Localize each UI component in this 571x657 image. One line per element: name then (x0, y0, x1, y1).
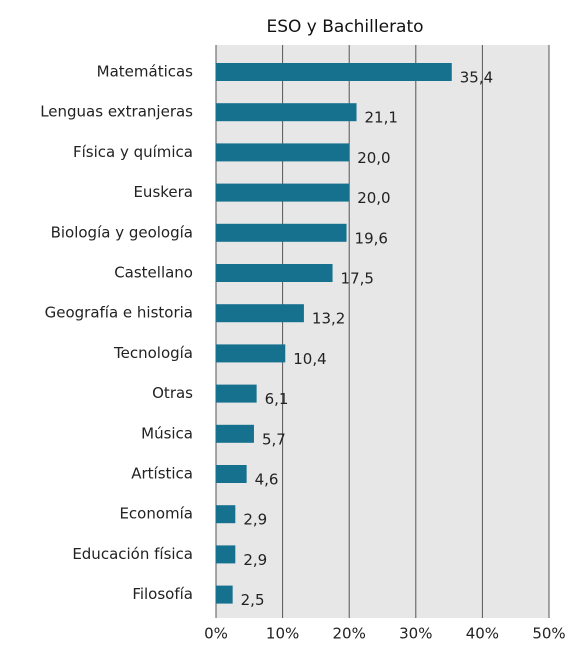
bar (216, 505, 236, 524)
x-tick-label: 40% (466, 625, 499, 643)
y-tick-label: Educación física (72, 545, 193, 563)
bar (216, 304, 304, 323)
bar (216, 183, 350, 202)
bar (216, 585, 233, 604)
bar (216, 264, 333, 282)
bar (216, 223, 347, 242)
value-label: 2,9 (243, 511, 267, 529)
y-tick-label: Tecnología (113, 344, 193, 362)
y-tick-label: Biología y geología (51, 223, 193, 241)
x-tick-label: 20% (333, 625, 366, 643)
value-label: 4,6 (255, 471, 279, 489)
bar (216, 545, 236, 564)
value-label: 6,1 (265, 390, 289, 408)
value-label: 20,0 (357, 189, 390, 207)
y-tick-label: Matemáticas (97, 63, 194, 81)
bar (216, 103, 357, 122)
y-tick-label: Euskera (133, 183, 193, 201)
value-label: 2,9 (243, 551, 267, 569)
x-tick-label: 30% (399, 625, 432, 643)
y-tick-label: Lenguas extranjeras (40, 103, 193, 121)
y-tick-label: Geografía e historia (45, 304, 193, 322)
x-tick-label: 0% (204, 625, 228, 643)
x-tick-label: 10% (266, 625, 299, 643)
bar (216, 424, 254, 443)
x-tick-label: 50% (532, 625, 565, 643)
bar (216, 465, 247, 483)
chart-title: ESO y Bachillerato (266, 17, 423, 37)
value-label: 5,7 (262, 430, 286, 448)
y-tick-label: Música (141, 424, 193, 442)
value-label: 19,6 (355, 229, 388, 247)
value-label: 17,5 (341, 270, 374, 288)
y-tick-label: Otras (152, 384, 193, 402)
value-label: 2,5 (241, 591, 265, 609)
value-label: 13,2 (312, 310, 345, 328)
value-label: 35,4 (460, 69, 493, 87)
y-tick-label: Artística (131, 465, 193, 483)
y-tick-label: Castellano (114, 264, 193, 282)
y-tick-label: Física y química (73, 143, 193, 161)
bar (216, 63, 452, 81)
y-tick-label: Economía (119, 505, 193, 523)
value-label: 20,0 (357, 149, 390, 167)
value-label: 10,4 (293, 350, 326, 368)
y-tick-label: Filosofía (132, 585, 193, 603)
value-label: 21,1 (365, 109, 398, 127)
bar (216, 344, 286, 363)
plot-background (216, 45, 549, 618)
bar (216, 384, 257, 403)
bar (216, 143, 350, 162)
